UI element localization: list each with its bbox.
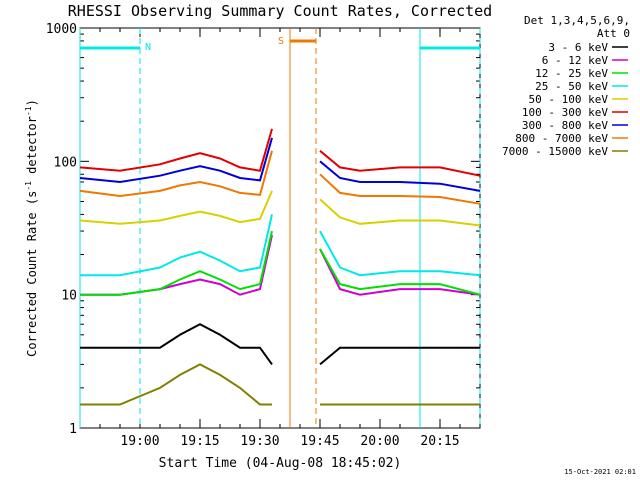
legend-label: 50 - 100 keV [529, 93, 609, 106]
legend-label: 300 - 800 keV [522, 119, 608, 132]
legend-label: 100 - 300 keV [522, 106, 608, 119]
y-axis-label: Corrected Count Rate (s-1 detector-1) [24, 99, 39, 357]
series-line-5 [79, 128, 481, 177]
y-axis-label-end: ) [25, 99, 39, 106]
x-tick-label: 20:00 [360, 434, 399, 449]
y-tick-label: 1000 [46, 22, 77, 37]
x-tick-label: 19:00 [120, 434, 159, 449]
legend-label: 7000 - 15000 keV [502, 145, 608, 158]
series-line-3 [80, 214, 481, 277]
series-line-7 [79, 150, 481, 205]
series-line-8 [80, 363, 480, 406]
legend-label: 25 - 50 keV [535, 80, 608, 93]
x-axis-label: Start Time (04-Aug-08 18:45:02) [159, 456, 402, 471]
y-tick-label: 10 [61, 289, 77, 304]
y-axis-label-sup-2: -1 [24, 106, 33, 116]
series-line-2 [80, 230, 481, 296]
x-tick-label: 20:15 [420, 434, 459, 449]
series-line-0 [80, 323, 480, 366]
legend-label: 3 - 6 keV [548, 41, 608, 54]
y-tick-label: 100 [54, 155, 77, 170]
x-tick-label: 19:45 [300, 434, 339, 449]
timestamp: 15-Oct-2021 02:01 [564, 468, 636, 476]
series-line-6 [79, 137, 481, 192]
legend-header: Det 1,3,4,5,6,9, [524, 14, 630, 27]
legend-label: 6 - 12 keV [542, 54, 609, 67]
y-axis-label-sup-1: -1 [24, 181, 33, 191]
x-tick-label: 19:30 [240, 434, 279, 449]
x-tick-label: 19:15 [180, 434, 219, 449]
y-axis-label-main: Corrected Count Rate (s [25, 191, 39, 357]
legend-label: 800 - 7000 keV [515, 132, 608, 145]
legend-header: Att 0 [597, 27, 630, 40]
y-tick-label: 1 [69, 422, 77, 437]
chart-title: RHESSI Observing Summary Count Rates, Co… [68, 2, 492, 20]
saa-marker-label: S [278, 36, 284, 47]
series-line-4 [79, 190, 481, 227]
legend-label: 12 - 25 keV [535, 67, 608, 80]
y-axis-label-mid: detector [25, 116, 39, 181]
night-marker-label: N [145, 42, 151, 53]
